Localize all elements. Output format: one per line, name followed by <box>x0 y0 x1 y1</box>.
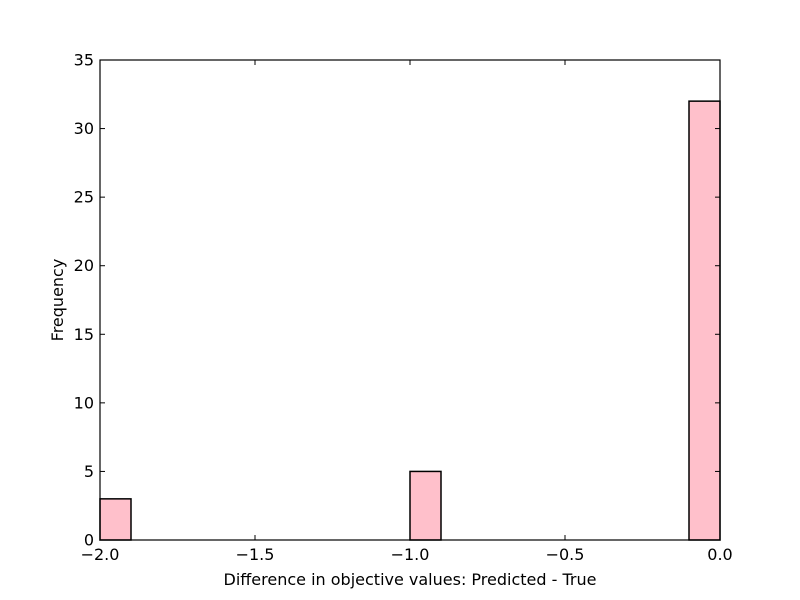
x-tick-label: −2.0 <box>81 545 120 564</box>
y-tick-label: 5 <box>84 462 94 481</box>
plot-frame <box>99 59 721 541</box>
y-tick-label: 15 <box>74 325 94 344</box>
y-tick-label: 30 <box>74 119 94 138</box>
x-tick-label: −0.5 <box>546 545 585 564</box>
y-tick-label: 25 <box>74 188 94 207</box>
bars-layer <box>99 100 721 541</box>
y-tick-label: 0 <box>84 531 94 550</box>
histogram-bar-1 <box>409 470 442 541</box>
x-tick-label: −1.5 <box>236 545 275 564</box>
y-tick-label: 20 <box>74 256 94 275</box>
x-axis-label: Difference in objective values: Predicte… <box>224 570 597 589</box>
tick-labels-layer: −2.0 −1.5 −1.0 −0.5 0.0 0 5 10 15 20 25 30 35 <box>74 51 733 565</box>
histogram-bar-0 <box>99 498 132 541</box>
x-tick-label: −1.0 <box>391 545 430 564</box>
x-tick-label: 0.0 <box>707 545 732 564</box>
histogram-bar-2 <box>688 100 721 541</box>
ticks-layer <box>99 59 721 541</box>
y-axis-label: Frequency <box>48 259 67 342</box>
y-tick-label: 35 <box>74 51 94 70</box>
y-tick-label: 10 <box>74 393 94 412</box>
